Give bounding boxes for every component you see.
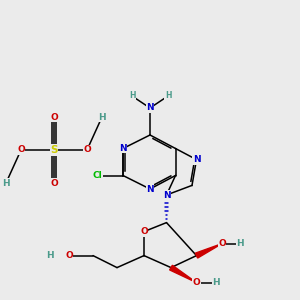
- Text: O: O: [218, 239, 226, 248]
- Text: O: O: [83, 146, 91, 154]
- Text: N: N: [146, 103, 154, 112]
- Text: H: H: [129, 92, 135, 100]
- Text: H: H: [212, 278, 220, 287]
- Text: O: O: [17, 146, 25, 154]
- Text: O: O: [50, 112, 58, 122]
- Text: H: H: [165, 92, 171, 100]
- Text: N: N: [163, 190, 170, 200]
- Polygon shape: [195, 244, 222, 258]
- Text: H: H: [46, 251, 53, 260]
- Text: O: O: [50, 178, 58, 188]
- Text: N: N: [146, 184, 154, 194]
- Text: N: N: [193, 155, 200, 164]
- Text: S: S: [50, 145, 58, 155]
- Text: N: N: [119, 144, 127, 153]
- Text: O: O: [65, 251, 73, 260]
- Text: H: H: [98, 112, 106, 122]
- Text: H: H: [2, 178, 10, 188]
- Polygon shape: [169, 265, 196, 283]
- Text: O: O: [140, 227, 148, 236]
- Text: O: O: [193, 278, 200, 287]
- Text: Cl: Cl: [93, 171, 102, 180]
- Text: H: H: [236, 239, 244, 248]
